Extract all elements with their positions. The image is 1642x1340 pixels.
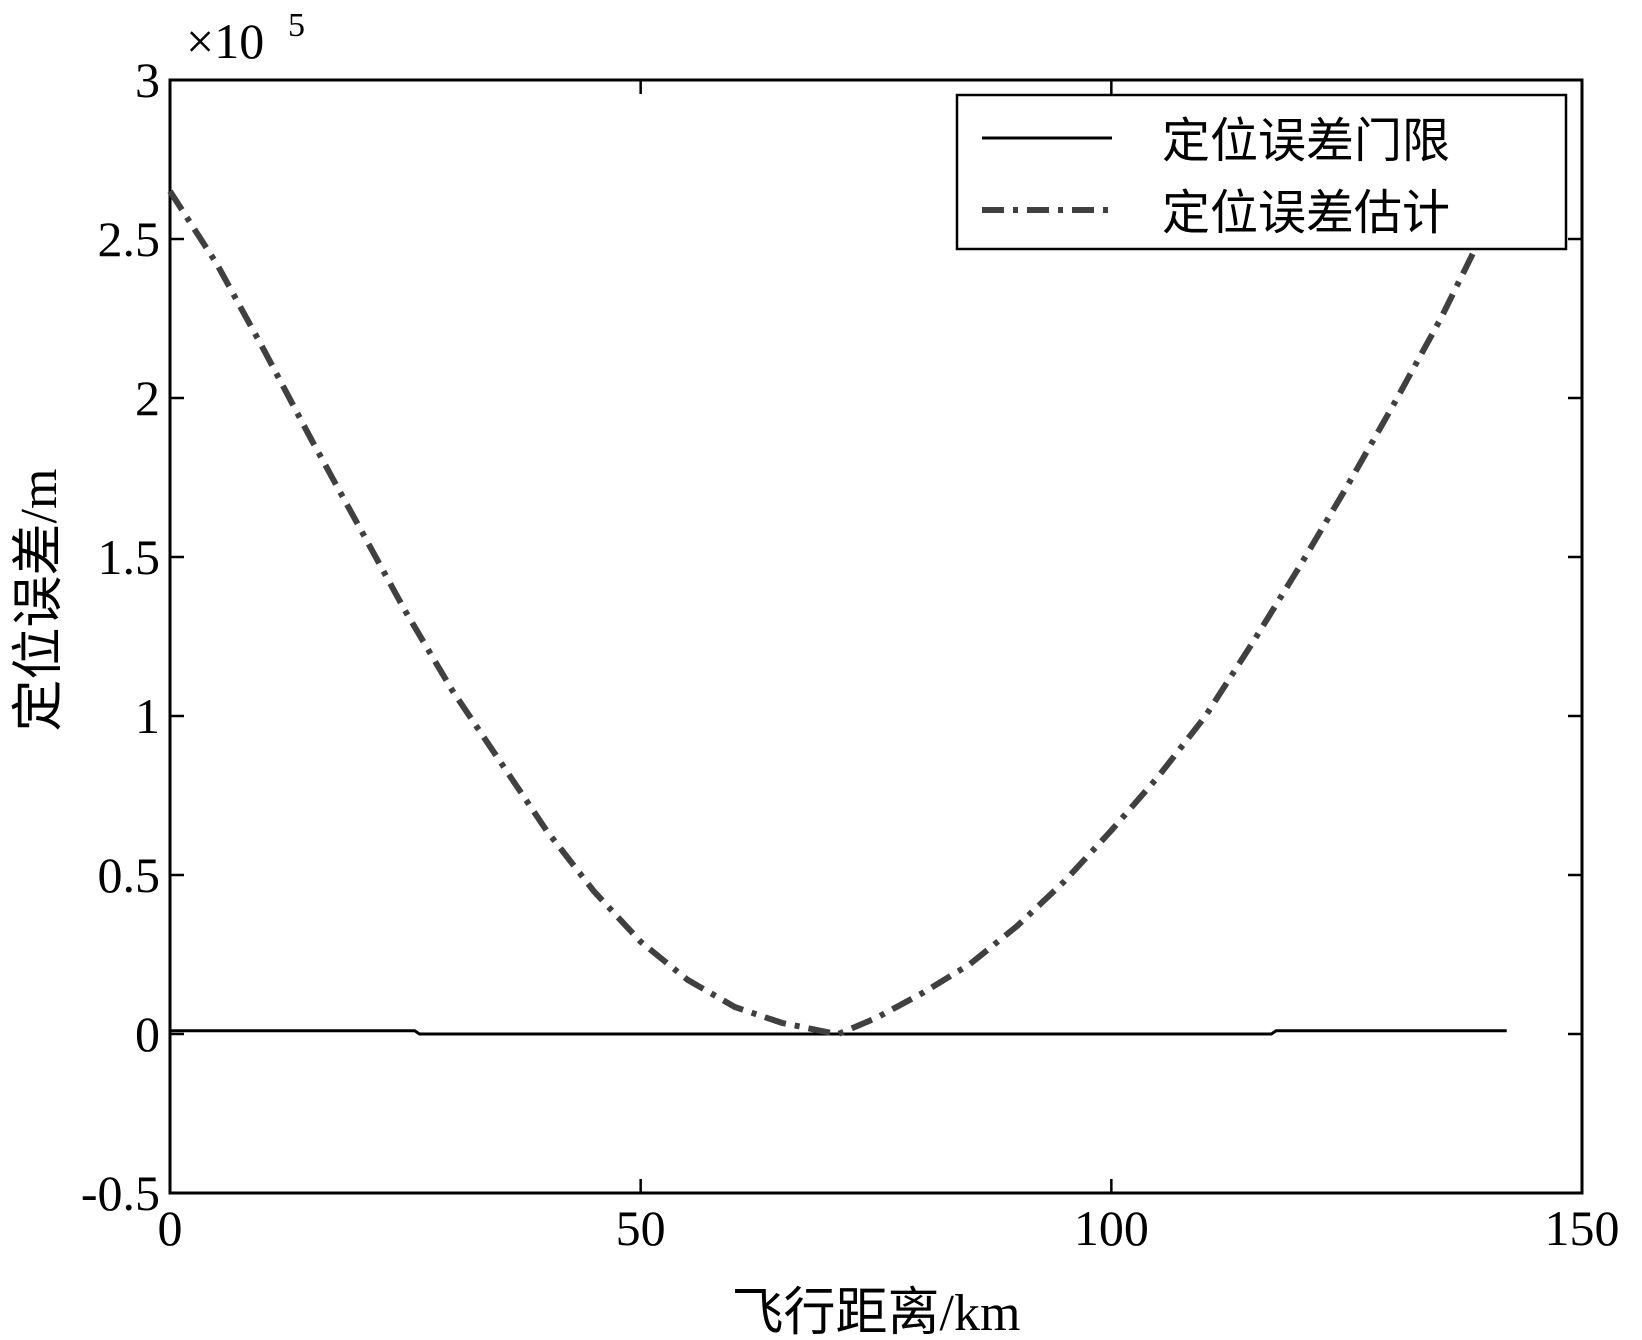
series-line-estimate bbox=[167, 180, 1510, 1037]
y-tick-label: 2 bbox=[135, 370, 160, 426]
x-tick-label: 50 bbox=[616, 1200, 666, 1256]
y-multiplier: ×10 5 bbox=[186, 7, 305, 69]
y-axis-ticks: -0.5 0 0.5 1 1.5 2 2.5 3 bbox=[81, 52, 1582, 1221]
legend-label-threshold: 定位误差门限 bbox=[1162, 115, 1450, 168]
x-axis-title: 飞行距离/km bbox=[732, 1285, 1021, 1340]
legend-label-estimate: 定位误差估计 bbox=[1162, 187, 1450, 240]
x-tick-label: 150 bbox=[1545, 1200, 1620, 1256]
y-tick-label: 0.5 bbox=[98, 847, 161, 903]
y-tick-label: 2.5 bbox=[98, 211, 161, 267]
y-tick-label: 1.5 bbox=[98, 529, 161, 585]
x-tick-label: 100 bbox=[1074, 1200, 1149, 1256]
x-tick-label: 0 bbox=[158, 1200, 183, 1256]
y-tick-label: -0.5 bbox=[81, 1165, 160, 1221]
y-tick-label: 1 bbox=[135, 688, 160, 744]
y-axis-title: 定位误差/m bbox=[11, 469, 68, 732]
x-axis-ticks: 0 50 100 150 bbox=[158, 80, 1620, 1256]
y-tick-label: 0 bbox=[135, 1006, 160, 1062]
y-multiplier-base: ×10 bbox=[186, 13, 264, 69]
legend: 定位误差门限 定位误差估计 bbox=[955, 93, 1568, 251]
series-layer bbox=[167, 180, 1510, 1037]
legend-box bbox=[955, 93, 1568, 251]
y-multiplier-exponent: 5 bbox=[288, 7, 305, 44]
plot-frame bbox=[168, 78, 1584, 1195]
y-tick-label: 3 bbox=[135, 52, 160, 108]
series-line-threshold bbox=[170, 1029, 1507, 1036]
